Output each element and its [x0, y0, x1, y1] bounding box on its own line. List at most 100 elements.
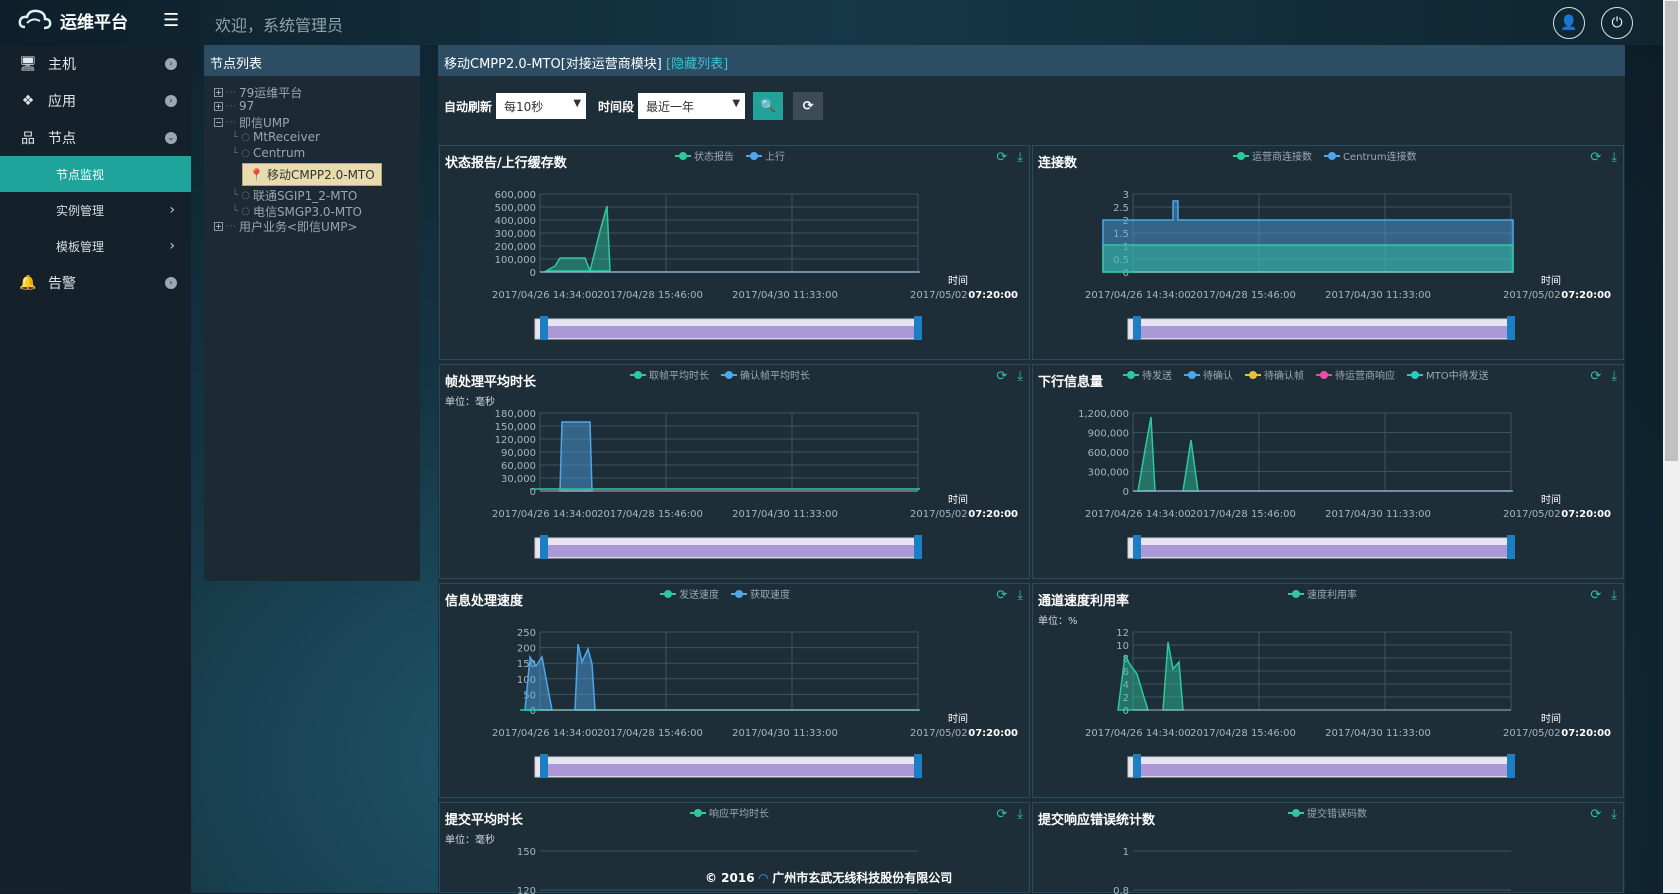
sidebar-item-node[interactable]: 品节点 ⌄: [0, 119, 191, 156]
legend-item[interactable]: 上行: [746, 148, 785, 163]
download-icon[interactable]: ⤓: [1017, 369, 1023, 384]
y-tick-label: 100,000: [495, 255, 536, 266]
tree-node[interactable]: └ ○ 电信SMGP3.0-MTO: [232, 205, 362, 219]
download-icon[interactable]: ⤓: [1611, 150, 1617, 165]
hide-list-link[interactable]: [隐藏列表]: [666, 57, 729, 72]
y-tick-label: 0: [1123, 268, 1129, 279]
legend-item[interactable]: 待确认帧: [1245, 367, 1304, 382]
x-tick-label: 2017/04/26 14:34:00: [492, 290, 598, 301]
zoom-handle-right: [914, 316, 922, 340]
sidebar-subitem-label: 节点监视: [56, 167, 105, 182]
sidebar-subitem-label: 实例管理: [56, 203, 105, 218]
sidebar-subitem-template[interactable]: 模板管理 ›: [0, 228, 191, 264]
x-axis-name: 时间: [948, 274, 968, 287]
download-icon[interactable]: ⤓: [1017, 150, 1023, 165]
refresh-icon[interactable]: ⟳: [1590, 588, 1602, 603]
y-tick-label: 250: [517, 628, 536, 639]
refresh-icon[interactable]: ⟳: [996, 588, 1008, 603]
tree-node[interactable]: + ⋯ 79运维平台: [214, 86, 303, 100]
refresh-icon[interactable]: ⟳: [1590, 807, 1602, 822]
legend-item[interactable]: 响应平均时长: [690, 805, 769, 820]
refresh-select[interactable]: 每10秒 ▼: [496, 93, 587, 119]
legend-item[interactable]: 运营商连接数: [1233, 148, 1312, 163]
tree-node[interactable]: − ⋯ 即信UMP: [214, 116, 290, 130]
scrollbar-thumb[interactable]: [1665, 1, 1678, 461]
legend-item[interactable]: 待发送: [1123, 367, 1172, 382]
legend-item[interactable]: 确认帧平均时长: [721, 367, 810, 382]
legend-item[interactable]: 待确认: [1184, 367, 1233, 382]
sidebar-item-host[interactable]: 🖥 主机 ›: [0, 45, 191, 82]
chevron-down-icon: ⌄: [165, 132, 177, 144]
x-tick-label: 07:20:00: [968, 728, 1018, 739]
download-icon[interactable]: ⤓: [1611, 369, 1617, 384]
y-tick-label: 600,000: [1088, 448, 1129, 459]
y-tick-label: 1: [1123, 242, 1129, 253]
series-area: [1117, 641, 1184, 711]
refresh-icon[interactable]: ⟳: [996, 369, 1008, 384]
download-icon[interactable]: ⤓: [1611, 588, 1617, 603]
x-tick-label: 07:20:00: [1561, 509, 1611, 520]
filter-bar: 自动刷新 每10秒 ▼ 时间段 最近一年 ▼ 🔍 ⟳: [444, 92, 824, 120]
legend-marker-icon: [1407, 370, 1423, 379]
sidebar-subitem-node-monitor[interactable]: 节点监视: [0, 156, 191, 192]
company-logo-icon: ◠: [758, 871, 768, 885]
node-tree-panel: 节点列表 + ⋯ 79运维平台 + ⋯ 97 − ⋯ 即信UMP └ ○ MtReceiver…: [204, 45, 420, 581]
chart-tools: ⟳ ⤓: [1590, 588, 1617, 603]
refresh-button[interactable]: ⟳: [793, 92, 824, 120]
legend-item[interactable]: 取帧平均时长: [630, 367, 709, 382]
legend-item[interactable]: 提交错误码数: [1288, 805, 1367, 820]
legend-item[interactable]: Centrum连接数: [1324, 148, 1417, 163]
app-logo[interactable]: 运维平台: [18, 7, 128, 33]
expand-icon[interactable]: +: [214, 222, 223, 231]
refresh-icon[interactable]: ⟳: [996, 807, 1008, 822]
y-tick-label: 600,000: [495, 190, 536, 201]
sidebar-item-app[interactable]: ❖ 应用 ›: [0, 82, 191, 119]
sidebar-item-alarm[interactable]: 🔔 告警 ›: [0, 264, 191, 301]
legend-marker-icon: [746, 151, 762, 160]
refresh-icon[interactable]: ⟳: [1590, 150, 1602, 165]
tree-node[interactable]: + ⋯ 用户业务<即信UMP>: [214, 220, 358, 234]
y-tick-label: 200,000: [495, 242, 536, 253]
y-tick-label: 2: [1123, 216, 1129, 227]
download-icon[interactable]: ⤓: [1611, 807, 1617, 822]
x-axis-name: 时间: [1541, 274, 1561, 287]
map-marker-icon: 📍: [249, 167, 264, 182]
tree-node-selected[interactable]: 📍 移动CMPP2.0-MTO: [242, 163, 382, 186]
legend-item[interactable]: 待运营商响应: [1316, 367, 1395, 382]
x-tick-label: 2017/04/26 14:34:00: [492, 728, 598, 739]
x-axis-name: 时间: [948, 712, 968, 725]
tree-node[interactable]: └ ○ 联通SGIP1_2-MTO: [232, 189, 358, 203]
collapse-icon[interactable]: −: [214, 118, 223, 127]
sidebar-subitem-instance[interactable]: 实例管理 ›: [0, 192, 191, 228]
refresh-icon[interactable]: ⟳: [996, 150, 1008, 165]
page-scrollbar[interactable]: [1663, 0, 1680, 893]
legend-item[interactable]: 获取速度: [731, 586, 790, 601]
tree-node[interactable]: + ⋯ 97: [214, 99, 255, 113]
legend-item[interactable]: 状态报告: [675, 148, 734, 163]
expand-icon[interactable]: +: [214, 88, 223, 97]
legend-marker-icon: [630, 370, 646, 379]
menu-toggle-icon[interactable]: ☰: [163, 10, 180, 31]
download-icon[interactable]: ⤓: [1017, 807, 1023, 822]
legend-item[interactable]: MTO中待发送: [1407, 367, 1489, 382]
legend-item[interactable]: 速度利用率: [1288, 586, 1357, 601]
download-icon[interactable]: ⤓: [1017, 588, 1023, 603]
power-icon[interactable]: ⏻: [1601, 7, 1633, 39]
search-button[interactable]: 🔍: [753, 92, 784, 120]
tree-node[interactable]: └ ○ Centrum: [232, 146, 306, 160]
tree-node[interactable]: └ ○ MtReceiver: [232, 130, 320, 144]
zoom-handle-left: [1133, 754, 1141, 778]
y-tick-label: 120,000: [495, 435, 536, 446]
legend-item[interactable]: 发送速度: [660, 586, 719, 601]
expand-icon[interactable]: +: [214, 101, 223, 111]
refresh-icon[interactable]: ⟳: [1590, 369, 1602, 384]
chart-svg: 600,000 500,000 400,000 300,000 200,000 100,0…: [492, 190, 1018, 340]
user-icon[interactable]: 👤: [1553, 7, 1585, 39]
y-tick-label: 0: [1123, 706, 1129, 717]
zoom-fill: [545, 545, 917, 557]
legend-marker-icon: [1316, 370, 1332, 379]
period-select[interactable]: 最近一年 ▼: [638, 93, 746, 119]
chart-legend: 取帧平均时长 确认帧平均时长: [630, 367, 810, 382]
y-tick-label: 300,000: [1088, 468, 1129, 479]
